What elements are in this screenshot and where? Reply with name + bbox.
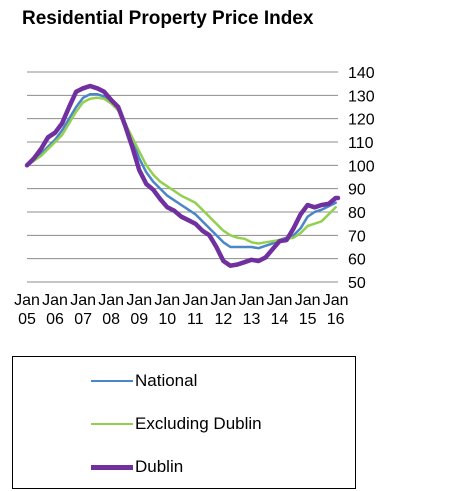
x-tick-label-year: 15 <box>299 311 317 328</box>
legend-swatch-excluding-dublin <box>91 422 133 426</box>
x-tick-label-month: Jan <box>14 292 40 309</box>
x-tick-label-year: 08 <box>102 311 120 328</box>
x-tick-label-month: Jan <box>154 292 180 309</box>
x-tick-label-year: 07 <box>74 311 92 328</box>
x-tick-label-year: 14 <box>271 311 289 328</box>
legend-label-excluding-dublin: Excluding Dublin <box>135 414 262 433</box>
y-tick-label: 110 <box>348 135 374 152</box>
x-tick-label-month: Jan <box>267 292 293 309</box>
legend: National Excluding Dublin Dublin <box>12 356 356 489</box>
x-tick-label-year: 09 <box>130 311 148 328</box>
x-tick-label-year: 11 <box>187 311 204 328</box>
x-tick-label-month: Jan <box>323 292 349 309</box>
x-tick-label-month: Jan <box>42 292 68 309</box>
series-line-dublin <box>24 83 341 268</box>
legend-swatch-national <box>91 379 133 383</box>
y-tick-label: 100 <box>348 158 375 175</box>
gridlines <box>27 71 338 283</box>
y-tick-label: 130 <box>348 88 375 105</box>
legend-item-dublin: Dublin <box>91 457 183 477</box>
y-tick-label: 80 <box>348 205 366 222</box>
legend-label-dublin: Dublin <box>135 457 184 476</box>
x-axis-labels: Jan 05 Jan 06 Jan 07 Jan 08 Jan 09 Jan 10 Jan 11 Jan 12… <box>14 292 348 328</box>
x-tick-label-month: Jan <box>98 292 124 309</box>
x-tick-label-year: 06 <box>46 311 64 328</box>
x-tick-label-month: Jan <box>126 292 152 309</box>
series-lines <box>24 83 341 268</box>
y-tick-label: 90 <box>348 182 366 199</box>
y-tick-label: 50 <box>348 275 366 292</box>
series-line-excluding-dublin <box>25 96 337 245</box>
y-axis-labels: 50 60 70 80 90 100 110 120 130 140 <box>348 65 375 292</box>
legend-swatch-dublin <box>91 464 133 470</box>
x-tick-label-month: Jan <box>295 292 321 309</box>
line-chart: 50 60 70 80 90 100 110 120 130 140 Jan 05 Jan 06 Jan 0… <box>14 65 375 328</box>
x-tick-label-year: 12 <box>215 311 233 328</box>
legend-item-national: National <box>91 371 197 391</box>
x-tick-label-year: 16 <box>327 311 345 328</box>
y-tick-label: 60 <box>348 252 366 269</box>
x-tick-label-month: Jan <box>182 292 208 309</box>
legend-label-national: National <box>135 371 198 390</box>
chart-title: Residential Property Price Index <box>22 8 314 29</box>
y-tick-label: 120 <box>348 112 375 129</box>
x-tick-label-year: 05 <box>18 311 36 328</box>
x-tick-label-year: 13 <box>243 311 261 328</box>
x-tick-label-year: 10 <box>158 311 176 328</box>
legend-item-excluding-dublin: Excluding Dublin <box>91 414 262 434</box>
x-tick-label-month: Jan <box>70 292 96 309</box>
x-tick-label-month: Jan <box>239 292 265 309</box>
y-tick-label: 70 <box>348 228 366 245</box>
y-tick-label: 140 <box>348 65 375 82</box>
x-tick-label-month: Jan <box>211 292 237 309</box>
